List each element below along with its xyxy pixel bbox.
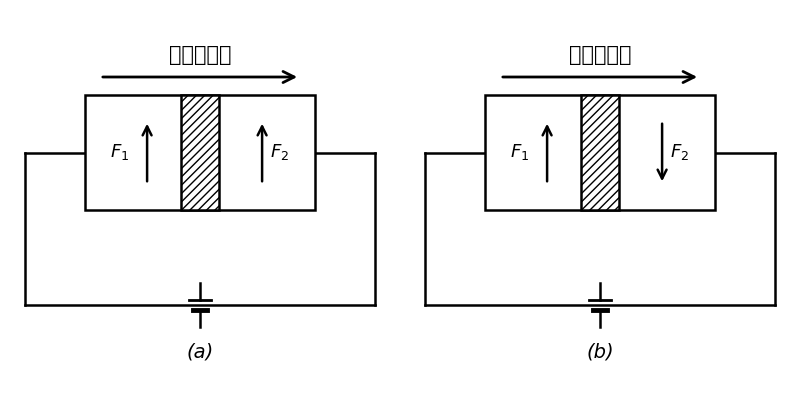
Text: 电子流方向: 电子流方向 xyxy=(569,45,631,65)
Bar xyxy=(85,95,315,210)
Bar xyxy=(581,95,619,210)
Text: $F_1$: $F_1$ xyxy=(510,142,529,162)
Text: $F_2$: $F_2$ xyxy=(670,142,690,162)
Text: $F_1$: $F_1$ xyxy=(110,142,129,162)
Bar xyxy=(181,95,219,210)
Text: (a): (a) xyxy=(186,343,214,362)
Bar xyxy=(485,95,715,210)
Text: (b): (b) xyxy=(586,343,614,362)
Text: $F_2$: $F_2$ xyxy=(270,142,290,162)
Text: 电子流方向: 电子流方向 xyxy=(169,45,231,65)
